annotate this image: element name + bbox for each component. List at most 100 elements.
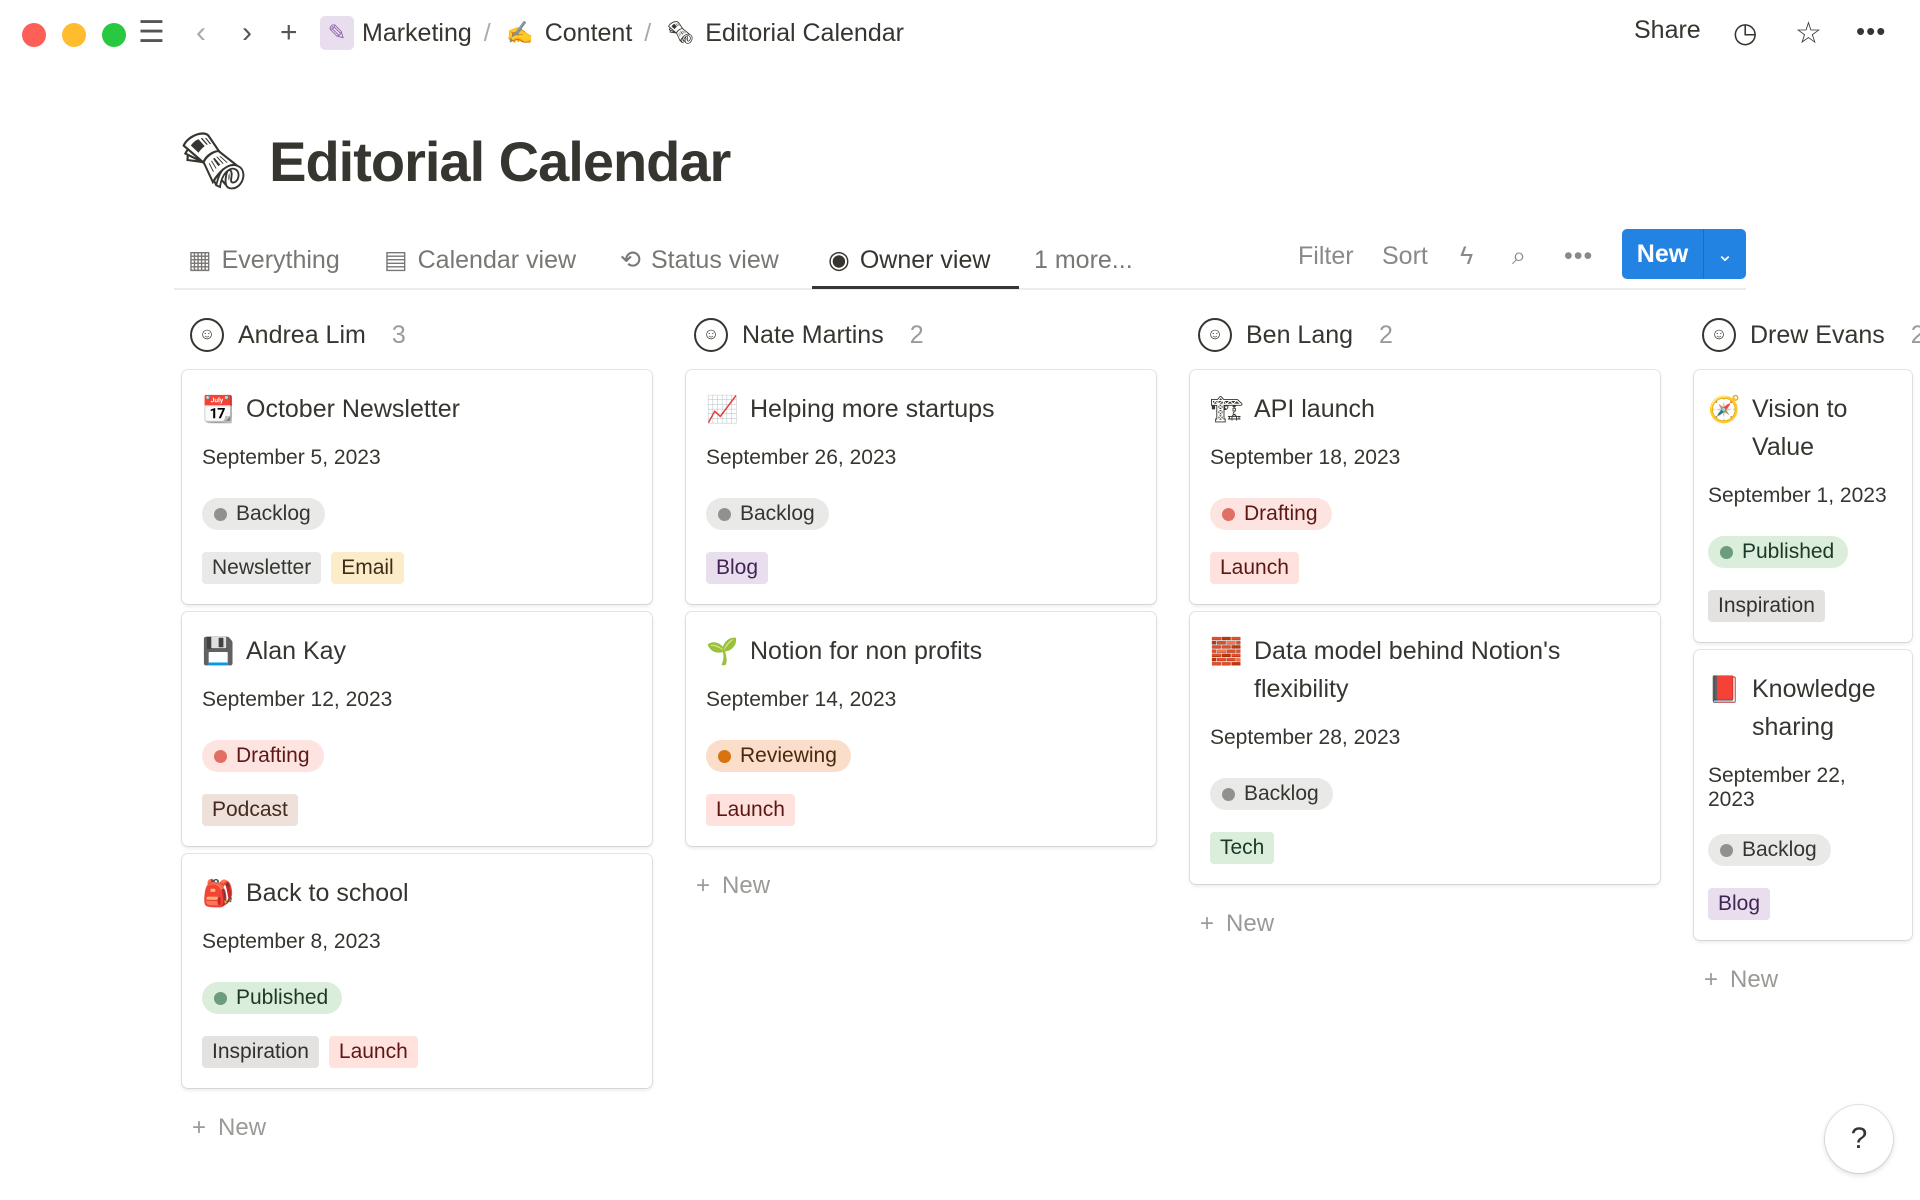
board-card[interactable]: 📆 October Newsletter September 5, 2023 Ba… — [182, 370, 652, 604]
tab-more[interactable]: 1 more... — [1034, 245, 1133, 274]
tab-owner-view[interactable]: ◉ Owner view — [828, 238, 990, 282]
chevron-down-icon[interactable]: ⌄ — [1716, 243, 1734, 266]
automation-lightning-icon[interactable]: ϟ — [1460, 242, 1474, 270]
breadcrumb-marketing[interactable]: Marketing — [362, 18, 472, 47]
board-card[interactable]: 🧱 Data model behind Notion's flexibility … — [1190, 612, 1660, 884]
card-title: Vision to Value — [1752, 395, 1848, 461]
card-emoji-icon: 🧭 — [1708, 394, 1741, 424]
add-new-card-button[interactable]: + New — [696, 872, 770, 900]
breadcrumb-editorial-calendar[interactable]: Editorial Calendar — [705, 18, 904, 47]
status-dot-icon — [1720, 545, 1733, 559]
owner-name: Ben Lang — [1246, 320, 1354, 349]
history-icon[interactable]: ◷ — [1733, 17, 1758, 48]
status-dot-icon — [718, 507, 731, 521]
status-badge: Drafting — [202, 740, 324, 772]
plus-icon: + — [1704, 966, 1719, 993]
add-new-card-button[interactable]: + New — [1704, 966, 1778, 994]
column-header[interactable]: ☺ Nate Martins 2 — [686, 310, 1156, 360]
tag-list: Inspiration Launch — [202, 1036, 632, 1068]
breadcrumb: ✎ Marketing / ✍ Content / 🗞 Editorial Cale… — [320, 16, 904, 50]
forward-icon[interactable]: › — [242, 16, 252, 49]
tag: Launch — [706, 794, 795, 826]
tab-everything[interactable]: ▦ Everything — [188, 238, 340, 282]
card-date: September 28, 2023 — [1210, 726, 1401, 749]
more-icon[interactable]: ••• — [1856, 16, 1887, 46]
tab-calendar-view[interactable]: ▤ Calendar view — [384, 238, 576, 282]
card-emoji-icon: 💾 — [202, 636, 235, 666]
add-new-card-button[interactable]: + New — [192, 1114, 266, 1142]
card-date: September 5, 2023 — [202, 446, 381, 469]
board-card[interactable]: 📈 Helping more startups September 26, 202… — [686, 370, 1156, 604]
avatar: ☺ — [694, 318, 728, 352]
status-label: Drafting — [1244, 502, 1318, 525]
board-card[interactable]: 📕 Knowledge sharing September 22, 2023 Ba… — [1694, 650, 1912, 940]
tag: Blog — [1708, 888, 1771, 920]
card-count: 2 — [1910, 320, 1920, 349]
writing-hand-icon: ✍ — [506, 20, 534, 45]
tag-list: Tech — [1210, 832, 1640, 864]
table-icon: ▦ — [188, 246, 212, 274]
tag-list: Blog — [1708, 888, 1898, 920]
page-title: Editorial Calendar — [269, 129, 731, 193]
close-window-button[interactable] — [22, 23, 46, 47]
breadcrumb-content[interactable]: Content — [544, 18, 633, 47]
add-new-label: New — [1730, 966, 1779, 993]
card-date: September 26, 2023 — [706, 446, 897, 469]
newspaper-icon: 🗞 — [666, 20, 695, 45]
tag-list: Podcast — [202, 794, 632, 826]
board-card[interactable]: 🏗 API launch September 18, 2023 Drafting … — [1190, 370, 1660, 604]
board-column: ☺ Drew Evans 2 🧭 Vision to Value September 1… — [1694, 310, 1920, 993]
status-badge: Published — [1708, 536, 1849, 568]
new-button[interactable]: New ⌄ — [1622, 229, 1746, 279]
avatar: ☺ — [1198, 318, 1232, 352]
status-badge: Drafting — [1210, 498, 1332, 530]
more-options-icon[interactable]: ••• — [1564, 242, 1594, 270]
tag: Blog — [706, 552, 769, 584]
share-button[interactable]: Share — [1634, 16, 1701, 44]
minimize-window-button[interactable] — [62, 23, 86, 47]
card-date: September 22, 2023 — [1708, 764, 1846, 811]
card-title: October Newsletter — [246, 395, 460, 423]
board-card[interactable]: 🎒 Back to school September 8, 2023 Publis… — [182, 854, 652, 1088]
star-icon[interactable]: ☆ — [1795, 17, 1822, 50]
board-column: ☺ Nate Martins 2 📈 Helping more startups Sep… — [686, 310, 1156, 899]
page-header: 🗞 Editorial Calendar — [178, 128, 731, 194]
tag: Tech — [1210, 832, 1275, 864]
column-header[interactable]: ☺ Ben Lang 2 — [1190, 310, 1660, 360]
tab-status-view[interactable]: ⟲ Status view — [620, 238, 779, 282]
column-header[interactable]: ☺ Drew Evans 2 — [1694, 310, 1920, 360]
card-count: 3 — [391, 320, 406, 349]
column-header[interactable]: ☺ Andrea Lim 3 — [182, 310, 652, 360]
status-dot-icon — [1720, 843, 1733, 857]
board-card[interactable]: 🌱 Notion for non profits September 14, 20… — [686, 612, 1156, 846]
card-emoji-icon: 📈 — [706, 394, 739, 424]
marketing-icon: ✎ — [320, 16, 354, 50]
add-new-label: New — [218, 1114, 267, 1141]
sidebar-menu-icon[interactable]: ☰ — [138, 16, 165, 49]
help-button[interactable]: ? — [1825, 1105, 1893, 1173]
card-title: Knowledge sharing — [1752, 675, 1876, 741]
search-icon[interactable]: ⌕ — [1512, 242, 1527, 270]
board-card[interactable]: 💾 Alan Kay September 12, 2023 Drafting Po… — [182, 612, 652, 846]
board-card[interactable]: 🧭 Vision to Value September 1, 2023 Publi… — [1694, 370, 1912, 642]
status-label: Backlog — [1742, 838, 1817, 861]
sort-button[interactable]: Sort — [1382, 242, 1428, 270]
tab-label: Status view — [650, 245, 779, 274]
filter-button[interactable]: Filter — [1298, 242, 1354, 270]
status-badge: Published — [202, 982, 343, 1014]
card-emoji-icon: 🌱 — [706, 636, 739, 666]
add-new-card-button[interactable]: + New — [1200, 910, 1274, 938]
card-date: September 1, 2023 — [1708, 484, 1887, 507]
tag-list: Blog — [706, 552, 1136, 584]
tag-list: Launch — [706, 794, 1136, 826]
owner-name: Drew Evans — [1750, 320, 1885, 349]
new-button-label[interactable]: New — [1622, 229, 1704, 279]
new-tab-icon[interactable]: + — [280, 16, 298, 49]
back-icon[interactable]: ‹ — [196, 16, 206, 49]
card-date: September 12, 2023 — [202, 688, 393, 711]
maximize-window-button[interactable] — [102, 23, 126, 47]
card-title: Back to school — [246, 879, 409, 907]
calendar-icon: ▤ — [384, 246, 408, 274]
status-dot-icon — [214, 991, 227, 1005]
card-title: Notion for non profits — [750, 637, 983, 665]
